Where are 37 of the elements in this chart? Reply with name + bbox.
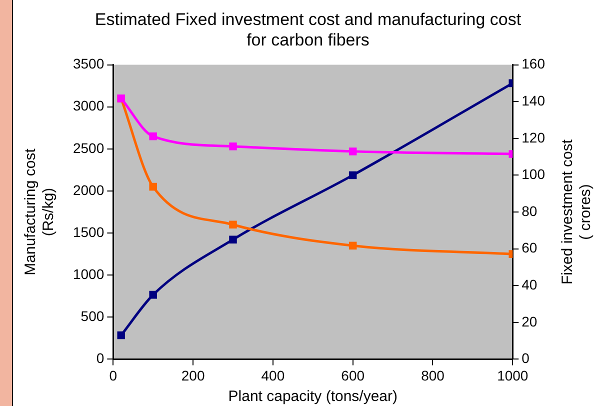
y-axis-title: Manufacturing cost (Rs/kg) xyxy=(22,148,58,276)
point xyxy=(117,331,126,340)
y2-tick-label: 100 xyxy=(522,166,546,182)
point xyxy=(348,148,357,156)
y-tick-label: 2500 xyxy=(72,140,104,156)
y2-tick-label: 60 xyxy=(522,240,538,256)
x-tick-label: 0 xyxy=(109,367,118,384)
x-tick-label: 600 xyxy=(341,367,365,384)
point xyxy=(149,132,157,140)
y-tick-label: 0 xyxy=(96,350,104,366)
x-axis-title: Plant capacity (tons/year) xyxy=(228,388,398,406)
point xyxy=(348,242,357,250)
point xyxy=(229,236,237,244)
y-tick-label: 500 xyxy=(80,308,104,324)
y2-tick-label: 80 xyxy=(522,202,538,219)
y-tick-label: 2000 xyxy=(72,182,104,198)
y-tick-label: 3500 xyxy=(72,56,104,72)
x-tick-label: 800 xyxy=(421,367,445,384)
y2-tick-label: 0 xyxy=(522,350,530,366)
x-tick-label: 1000 xyxy=(497,367,528,384)
y-tick-label: 1500 xyxy=(72,224,104,240)
point xyxy=(348,171,357,180)
point xyxy=(149,290,157,299)
y2-tick-label: 120 xyxy=(522,129,546,146)
point xyxy=(149,182,157,191)
y-tick-label: 3000 xyxy=(72,98,104,114)
y2-tick-label: 140 xyxy=(522,92,546,108)
point xyxy=(229,142,237,150)
y2-axis-title: Fixed investment cost ( crores) xyxy=(559,138,594,285)
y2-tick-label: 20 xyxy=(522,313,538,330)
y2-tick-label: 160 xyxy=(522,56,546,72)
y2-tick-label: 40 xyxy=(522,276,538,292)
chart-title: Estimated Fixed investment cost and manufacturing cost for carbon fibers xyxy=(94,10,522,50)
x-tick-label: 400 xyxy=(261,367,285,384)
point xyxy=(229,220,237,229)
y-tick-label: 1000 xyxy=(72,266,104,282)
x-tick-label: 200 xyxy=(181,367,205,384)
